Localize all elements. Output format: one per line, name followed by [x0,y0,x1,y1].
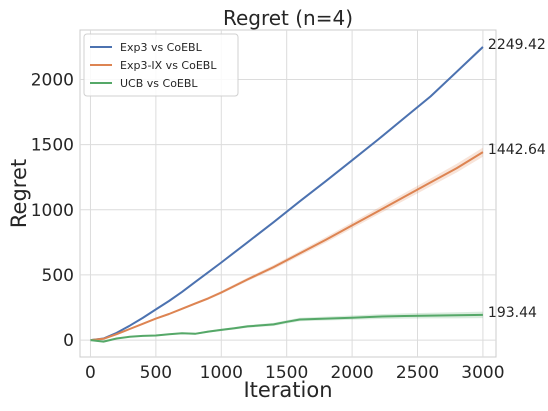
y-tick-label: 1500 [31,136,74,156]
series-lines [90,46,484,343]
legend: Exp3 vs CoEBL Exp3-IX vs CoEBL UCB vs CoEB… [83,33,239,97]
series-line-1 [90,46,484,342]
x-tick-label: 500 [140,363,172,383]
end-value-label-2: 1442.64 [488,142,546,158]
x-axis-ticks: 0 500 1000 1500 2000 2500 3000 [85,363,504,383]
y-axis-label: Regret [7,159,31,228]
legend-box [83,33,239,97]
series-line-3 [90,313,483,343]
y-axis-ticks: 0 500 1000 1500 2000 [31,71,74,352]
y-tick-label: 0 [63,331,74,351]
series-line-2 [90,151,484,342]
x-tick-label: 2000 [330,363,373,383]
chart-title: Regret (n=4) [223,6,353,30]
x-tick-label: 1000 [200,363,243,383]
x-tick-label: 2500 [396,363,439,383]
end-value-label-3: 193.44 [488,305,537,321]
x-tick-label: 3000 [461,363,504,383]
legend-label-1: Exp3 vs CoEBL [120,41,203,54]
legend-label-2: Exp3-IX vs CoEBL [120,59,217,72]
legend-label-3: UCB vs CoEBL [120,77,198,90]
x-axis-label: Iteration [243,378,332,402]
end-value-labels: 2249.42 1442.64 193.44 [488,37,546,321]
end-value-label-1: 2249.42 [488,37,546,53]
x-tick-label: 0 [85,363,96,383]
y-tick-label: 2000 [31,71,74,91]
grid-lines [80,30,496,357]
y-tick-label: 1000 [31,201,74,221]
y-tick-label: 500 [42,266,74,286]
x-tick-label: 1500 [265,363,308,383]
